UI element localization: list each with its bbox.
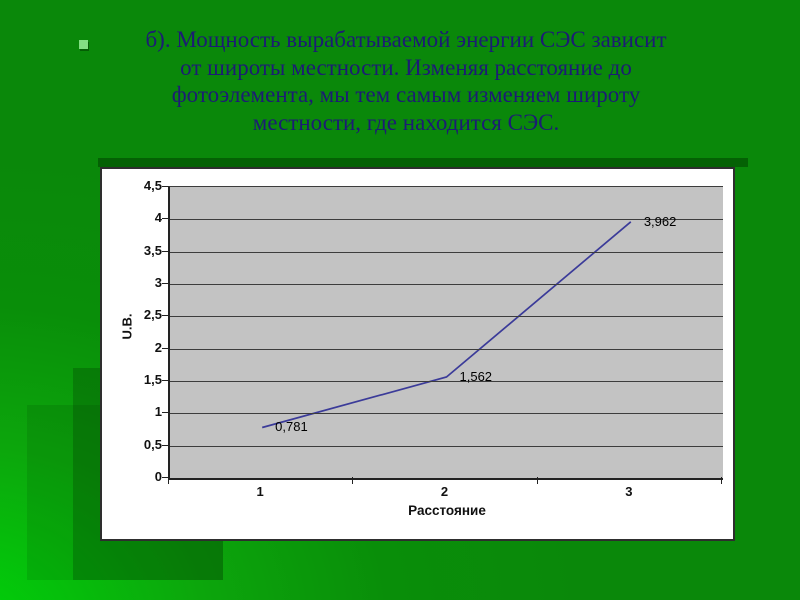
line-series (261, 221, 632, 429)
y-tick-mark (162, 315, 168, 317)
y-tick-mark (162, 444, 168, 446)
series-polyline (261, 221, 632, 429)
gridline (170, 284, 723, 285)
y-tick-mark (162, 347, 168, 349)
y-tick-label: 1 (154, 404, 162, 420)
data-label: 3,962 (643, 213, 677, 229)
slide-title: б). Мощность вырабатываемой энергии СЭС … (90, 26, 722, 136)
slide-title-line: б). Мощность вырабатываемой энергии СЭС … (145, 27, 667, 52)
y-tick-label: 1,5 (143, 372, 162, 387)
y-tick-label: 2,5 (143, 307, 162, 323)
x-tick-mark (721, 477, 722, 484)
gridline (170, 251, 723, 253)
y-tick-label: 3,5 (143, 242, 162, 258)
y-tick-mark (162, 283, 168, 284)
y-tick-mark (162, 186, 168, 187)
gridline (170, 316, 723, 318)
gridline (170, 348, 723, 350)
chart-box-shadow (98, 158, 748, 167)
y-tick-label: 2 (154, 339, 162, 355)
x-tick-label: 1 (256, 484, 264, 499)
y-tick-mark (162, 477, 168, 478)
y-tick-label: 3 (154, 275, 162, 290)
plot-area: 0,781 1,562 3,962 (168, 186, 723, 480)
x-tick-label: 3 (625, 484, 633, 499)
y-tick-label: 4,5 (143, 178, 162, 193)
slide-title-line: от широты местности. Изменяя расстояние … (180, 54, 632, 80)
slide-title-line: фотоэлемента, мы тем самым изменяем широ… (171, 82, 641, 107)
gridline (170, 445, 723, 447)
y-tick-label: 0,5 (143, 436, 162, 452)
y-tick-mark (162, 380, 168, 381)
y-tick-label: 0 (154, 469, 162, 484)
gridline (170, 219, 723, 221)
chart-box: U.B. Расстояние 0,781 1,562 3,962 4,5 4 3,5 3… (100, 167, 735, 541)
gridline (170, 413, 723, 415)
x-tick-mark (352, 477, 354, 484)
x-tick-mark (536, 477, 538, 484)
data-label: 0,781 (275, 419, 308, 435)
data-label: 1,562 (459, 368, 493, 384)
x-axis-title: Расстояние (408, 503, 486, 518)
bullet-square-icon (79, 40, 88, 49)
slide-title-line: местности, где находится СЭС. (252, 109, 560, 135)
y-tick-mark (162, 218, 168, 220)
y-tick-mark (162, 412, 168, 414)
x-tick-mark (168, 477, 169, 484)
x-tick-label: 2 (440, 484, 449, 499)
gridline (170, 381, 723, 382)
y-tick-label: 4 (154, 210, 162, 226)
y-tick-mark (162, 250, 168, 252)
